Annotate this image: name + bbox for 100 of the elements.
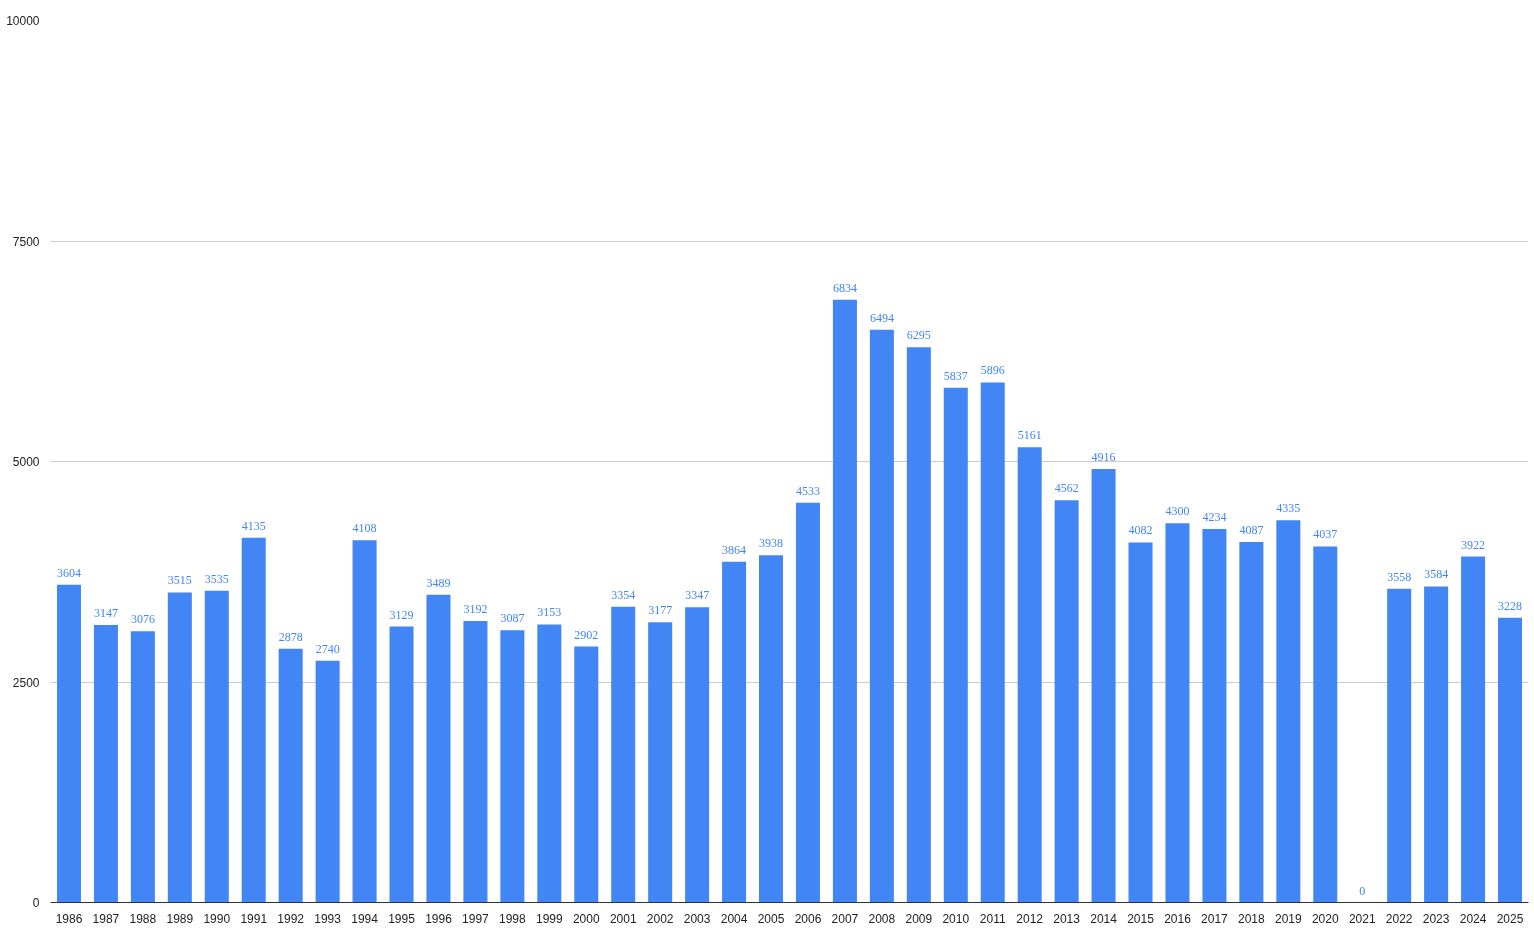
x-tick-label: 1991 <box>240 911 268 926</box>
x-tick-label: 2017 <box>1201 911 1229 926</box>
data-label: 3153 <box>537 605 562 620</box>
x-tick-label: 2016 <box>1164 911 1192 926</box>
x-tick-label: 1996 <box>425 911 453 926</box>
x-tick-label: 1988 <box>129 911 157 926</box>
data-label: 3147 <box>93 605 118 620</box>
data-label: 3347 <box>685 588 710 603</box>
bar <box>56 584 81 903</box>
data-label: 3228 <box>1498 598 1523 613</box>
data-label: 3558 <box>1387 569 1412 584</box>
x-tick-label: 1997 <box>462 911 490 926</box>
data-label: 2878 <box>278 629 303 644</box>
bar <box>1165 523 1190 903</box>
x-tick-label: 2010 <box>942 911 970 926</box>
x-tick-label: 1987 <box>92 911 120 926</box>
y-tick-label: 5000 <box>12 455 40 469</box>
data-label: 5161 <box>1017 428 1042 443</box>
data-label: 3192 <box>463 601 488 616</box>
bar <box>278 648 303 903</box>
x-tick-label: 2011 <box>979 911 1006 926</box>
data-label: 5896 <box>980 363 1005 378</box>
x-tick-label: 2008 <box>868 911 896 926</box>
x-tick-label: 2025 <box>1496 911 1524 926</box>
data-label: 2740 <box>315 641 340 656</box>
bar <box>1461 556 1486 903</box>
bar <box>1091 468 1116 903</box>
data-label: 4916 <box>1091 449 1116 464</box>
data-label: 4335 <box>1276 501 1301 516</box>
bar <box>204 590 229 903</box>
x-tick-label: 2000 <box>572 911 600 926</box>
bar <box>648 622 673 903</box>
data-label: 6494 <box>869 310 894 325</box>
x-tick-label: 1995 <box>388 911 416 926</box>
x-tick-label: 2015 <box>1127 911 1155 926</box>
x-tick-label: 1993 <box>314 911 342 926</box>
data-label: 4533 <box>795 483 820 498</box>
bar <box>130 631 155 903</box>
data-label: 4300 <box>1165 504 1190 519</box>
data-label: 3584 <box>1424 567 1449 582</box>
bar <box>426 594 451 903</box>
x-tick-label: 2005 <box>757 911 785 926</box>
data-label: 4562 <box>1054 481 1079 496</box>
x-tick-label: 2024 <box>1459 911 1487 926</box>
bar <box>1239 542 1264 903</box>
x-tick-label: 2020 <box>1311 911 1339 926</box>
data-label: 4108 <box>352 521 377 536</box>
data-label: 3922 <box>1461 537 1486 552</box>
x-tick-label: 1998 <box>499 911 527 926</box>
x-tick-label: 1992 <box>277 911 305 926</box>
x-tick-label: 1994 <box>351 911 379 926</box>
bar <box>1054 500 1079 903</box>
x-tick-label: 2001 <box>609 911 637 926</box>
bar <box>1202 529 1227 903</box>
x-tick-label: 2006 <box>794 911 822 926</box>
bar <box>352 540 377 903</box>
data-label: 3938 <box>759 536 784 551</box>
x-tick-label: 2023 <box>1422 911 1450 926</box>
x-tick-label: 2014 <box>1090 911 1118 926</box>
data-label: 4135 <box>241 518 266 533</box>
bar <box>1313 546 1338 903</box>
bar <box>315 660 340 903</box>
bar <box>1498 617 1523 903</box>
data-label: 0 <box>1359 883 1366 898</box>
data-label: 3076 <box>130 612 155 627</box>
y-tick-label: 10000 <box>6 14 40 28</box>
bar <box>389 626 414 903</box>
data-label: 3177 <box>648 603 673 618</box>
data-label: 4234 <box>1202 510 1227 525</box>
bar <box>93 624 118 903</box>
data-label: 3535 <box>204 571 229 586</box>
data-label: 4037 <box>1313 527 1338 542</box>
bar <box>537 624 562 903</box>
x-tick-label: 2007 <box>831 911 859 926</box>
bar <box>1424 586 1449 903</box>
y-tick-label: 7500 <box>12 234 40 249</box>
x-tick-label: 2019 <box>1274 911 1302 926</box>
data-label: 6295 <box>906 328 931 343</box>
data-label: 3515 <box>167 573 192 588</box>
bar <box>574 646 599 903</box>
bar <box>795 502 820 903</box>
bar <box>167 592 192 903</box>
x-tick-label: 2013 <box>1053 911 1081 926</box>
bar <box>832 299 857 903</box>
y-tick-label: 0 <box>32 896 40 910</box>
x-tick-label: 2021 <box>1348 911 1376 926</box>
bar <box>943 387 968 903</box>
x-tick-label: 1999 <box>535 911 563 926</box>
bar <box>1017 447 1042 903</box>
bar <box>759 555 784 903</box>
bar <box>906 347 931 903</box>
x-tick-label: 2018 <box>1238 911 1266 926</box>
data-label: 3087 <box>500 611 525 626</box>
data-label: 3354 <box>611 587 636 602</box>
x-tick-label: 1989 <box>166 911 194 926</box>
data-label: 5837 <box>943 368 968 383</box>
bar <box>869 329 894 903</box>
x-tick-label: 2009 <box>905 911 933 926</box>
data-label: 3864 <box>722 542 747 557</box>
data-label: 3604 <box>56 565 81 580</box>
